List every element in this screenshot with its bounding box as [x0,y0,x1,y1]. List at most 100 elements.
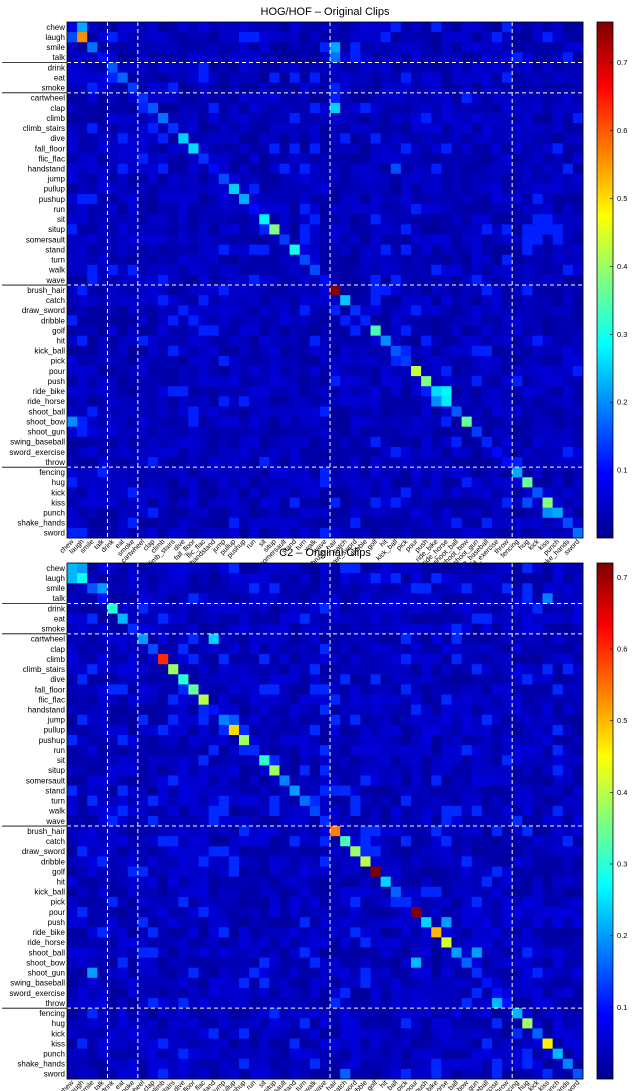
heatmap-cell [107,254,118,266]
heatmap-cell [502,153,513,165]
heatmap-cell [319,795,331,807]
heatmap-cell [87,386,98,397]
heatmap-cell [532,163,543,175]
heatmap-cell [542,967,554,979]
heatmap-cell [279,467,290,478]
heatmap-cell [562,694,574,706]
heatmap-cell [330,123,341,134]
heatmap-cell [239,224,250,235]
heatmap-cell [481,305,493,316]
heatmap-cell [289,406,301,417]
heatmap-cell [421,52,432,63]
heatmap-cell [97,957,108,969]
heatmap-cell [512,264,523,276]
heatmap-cell [370,113,382,124]
heatmap-cell [249,937,260,948]
heatmap-cell [269,295,280,306]
heatmap-cell [431,967,442,979]
heatmap-cell [461,133,473,144]
heatmap-cell [259,664,270,675]
row-label: turn [51,256,65,265]
heatmap-cell [370,416,382,428]
heatmap-cell [411,446,422,458]
heatmap-cell [491,795,503,807]
heatmap-cell [431,507,442,519]
heatmap-cell [319,254,331,266]
heatmap-cell [269,745,280,756]
heatmap-cell [127,224,139,235]
heatmap-cell [512,704,523,716]
heatmap-cell [491,42,503,53]
heatmap-cell [137,745,149,756]
heatmap-cell [67,52,78,63]
heatmap-cell [542,937,554,948]
heatmap-cell [380,937,392,948]
heatmap-cell [552,497,564,509]
heatmap-cell [198,123,210,134]
heatmap-cell [228,745,240,756]
heatmap-cell [67,315,78,326]
heatmap-cell [451,527,462,539]
heatmap-cell [421,183,432,195]
heatmap-cell [411,366,422,377]
heatmap-cell [340,446,351,458]
heatmap-cell [77,264,88,276]
heatmap-cell [107,947,118,958]
heatmap-cell [117,613,129,625]
heatmap-cell [67,396,78,407]
heatmap-cell [299,623,311,635]
heatmap-cell [259,745,270,756]
heatmap-cell [259,254,270,266]
heatmap-cell [421,684,432,695]
heatmap-cell [319,623,331,635]
heatmap-cell [117,805,129,817]
heatmap-cell [451,664,462,675]
heatmap-cell [208,497,220,509]
heatmap-cell [390,214,402,225]
heatmap-cell [319,967,331,979]
heatmap-cell [127,593,139,604]
heatmap-cell [360,295,371,306]
heatmap-cell [512,826,523,837]
heatmap-cell [289,643,301,655]
heatmap-cell [562,507,574,519]
heatmap-cell [350,113,361,124]
heatmap-cell [370,876,382,888]
heatmap-cell [522,467,533,478]
heatmap-cell [198,477,210,488]
heatmap-cell [319,32,331,43]
heatmap-cell [441,527,452,539]
heatmap-cell [421,487,432,498]
heatmap-cell [502,977,513,989]
heatmap-cell [147,623,159,635]
heatmap-cell [552,957,564,969]
heatmap-cell [309,52,321,63]
heatmap-cell [87,163,98,175]
heatmap-cell [67,815,78,827]
heatmap-cell [147,1008,159,1019]
heatmap-cell [562,62,574,73]
heatmap-cell [340,593,351,604]
heatmap-cell [542,92,554,104]
heatmap-cell [208,563,220,574]
heatmap-cell [471,775,483,786]
heatmap-cell [421,42,432,53]
heatmap-cell [390,285,402,296]
heatmap-cell [137,517,149,529]
heatmap-cell [239,856,250,867]
heatmap-cell [562,674,574,685]
heatmap-cell [350,907,361,918]
heatmap-cell [67,123,78,134]
heatmap-cell [249,183,260,195]
heatmap-cell [249,684,260,695]
heatmap-cell [340,254,351,266]
heatmap-cell [562,244,574,256]
heatmap-cell [228,623,240,635]
heatmap-cell [158,416,169,428]
heatmap-cell [299,123,311,134]
heatmap-cell [552,163,564,175]
heatmap-cell [451,745,462,756]
heatmap-cell [77,335,88,347]
heatmap-cell [532,704,543,716]
heatmap-cell [259,826,270,837]
